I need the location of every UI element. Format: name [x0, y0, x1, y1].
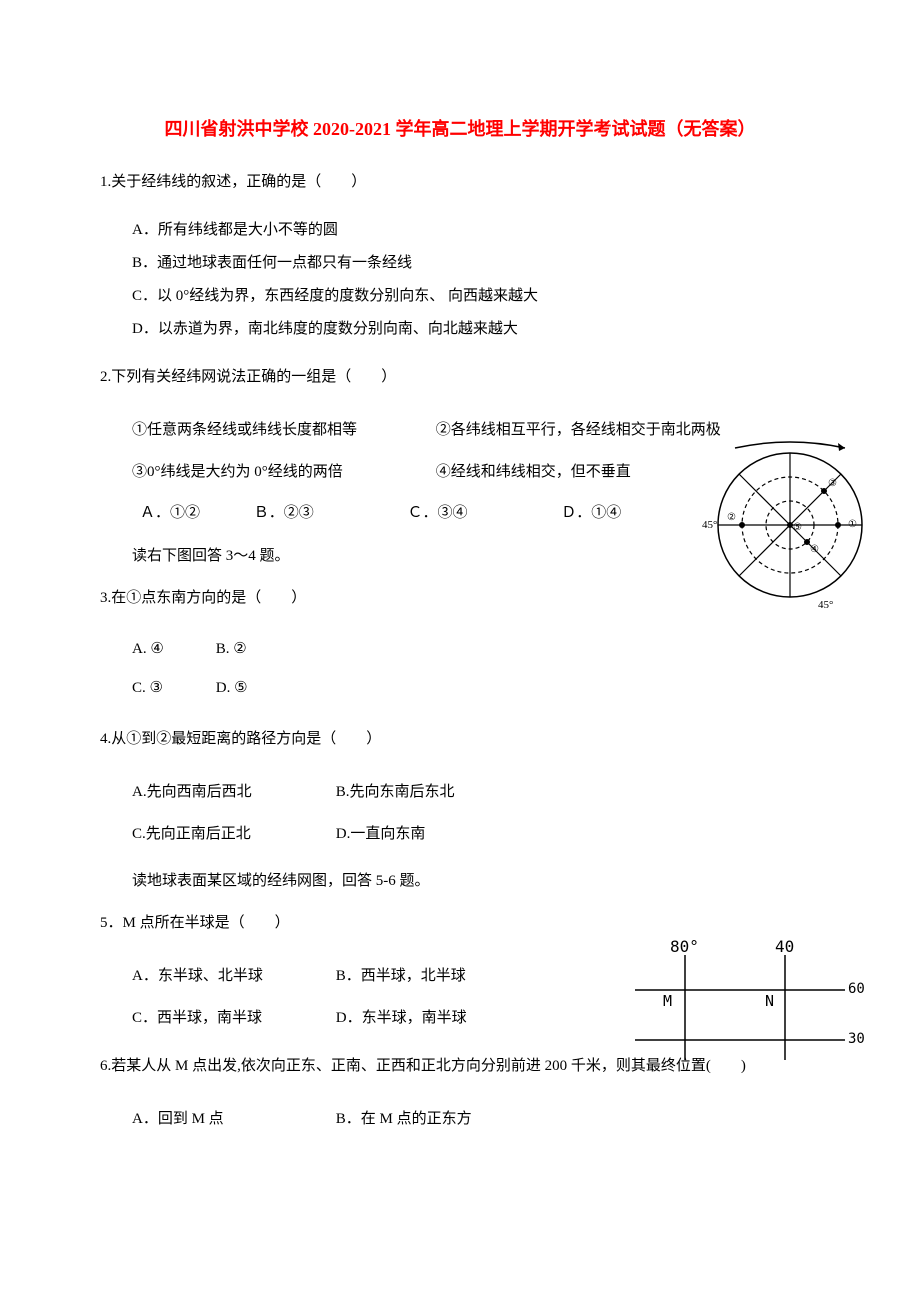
q2-s3: ③0°纬线是大约为 0°经线的两倍	[132, 451, 432, 493]
q5-opt-b: B．西半球，北半球	[336, 955, 466, 997]
q2-s1: ①任意两条经线或纬线长度都相等	[132, 409, 432, 451]
q3-options: A. ④ B. ② C. ③ D. ⑤	[100, 630, 820, 708]
svg-text:②: ②	[727, 512, 736, 523]
q3-opt-c: C. ③	[132, 669, 212, 708]
svg-text:③: ③	[828, 478, 837, 489]
svg-text:45°: 45°	[818, 599, 833, 610]
q5-opt-d: D．东半球，南半球	[336, 997, 467, 1039]
svg-text:⑤: ⑤	[793, 522, 802, 533]
q1-opt-c: C．以 0°经线为界，东西经度的度数分别向东、 向西越来越大	[132, 280, 820, 313]
svg-text:80°: 80°	[670, 940, 699, 956]
globe-diagram: ① ② ③ ④ ⑤ 45° 45°	[700, 430, 880, 610]
q1-options: A．所有纬线都是大小不等的圆 B．通过地球表面任何一点都只有一条经线 C．以 0…	[100, 214, 820, 346]
q3-opt-a: A. ④	[132, 630, 212, 669]
svg-text:N: N	[765, 992, 774, 1010]
q4-opt-a: A.先向西南后西北	[132, 771, 332, 813]
q6-opt-b: B．在 M 点的正东方	[336, 1098, 472, 1140]
q5-stem: 5．M 点所在半球是（ ）	[100, 910, 820, 937]
svg-text:①: ①	[848, 519, 857, 530]
svg-text:30°: 30°	[848, 1031, 865, 1047]
q1-opt-a: A．所有纬线都是大小不等的圆	[132, 214, 820, 247]
q4-opt-d: D.一直向东南	[336, 813, 426, 855]
q1-opt-b: B．通过地球表面任何一点都只有一条经线	[132, 247, 820, 280]
q6-opt-a: A．回到 M 点	[132, 1098, 332, 1140]
q2-stem: 2.下列有关经纬网说法正确的一组是（ ）	[100, 364, 820, 391]
q2-opt-d: Ｄ．①④	[561, 501, 621, 522]
latlon-grid-diagram: 80° 40 60° 30° M N	[615, 940, 865, 1070]
page-title: 四川省射洪中学校 2020-2021 学年高二地理上学期开学考试试题（无答案）	[100, 115, 820, 141]
q2-opt-a: Ａ．①②	[140, 501, 250, 522]
svg-text:60°: 60°	[848, 981, 865, 997]
q5-opt-c: C．西半球，南半球	[132, 997, 332, 1039]
q5-opt-a: A．东半球、北半球	[132, 955, 332, 997]
intro-56: 读地球表面某区域的经纬网图，回答 5-6 题。	[100, 869, 820, 890]
q4-opt-c: C.先向正南后正北	[132, 813, 332, 855]
svg-text:M: M	[663, 992, 672, 1010]
q2-s4: ④经线和纬线相交，但不垂直	[436, 464, 631, 480]
q4-options: A.先向西南后西北 B.先向东南后东北 C.先向正南后正北 D.一直向东南	[100, 771, 820, 855]
q1-stem: 1.关于经纬线的叙述，正确的是（ ）	[100, 169, 820, 196]
q3-opt-d: D. ⑤	[216, 680, 248, 696]
q6-options: A．回到 M 点 B．在 M 点的正东方	[100, 1098, 820, 1140]
q1-opt-d: D．以赤道为界，南北纬度的度数分别向南、向北越来越大	[132, 313, 820, 346]
q2-s2: ②各纬线相互平行，各经线相交于南北两极	[436, 422, 721, 438]
q4-stem: 4.从①到②最短距离的路径方向是（ ）	[100, 726, 820, 753]
q2-opt-c: Ｃ．③④	[408, 501, 558, 522]
svg-text:④: ④	[810, 544, 819, 555]
q3-opt-b: B. ②	[216, 641, 247, 657]
svg-text:40: 40	[775, 940, 794, 956]
svg-text:45°: 45°	[702, 519, 717, 531]
q2-opt-b: Ｂ．②③	[254, 501, 404, 522]
q4-opt-b: B.先向东南后东北	[336, 771, 455, 813]
